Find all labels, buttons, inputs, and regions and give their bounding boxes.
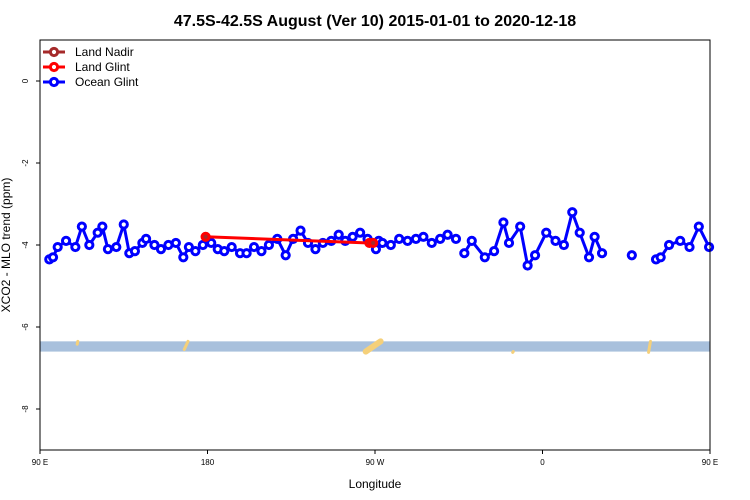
data-point-ocean-glint [155, 244, 167, 255]
data-point-ocean-glint [426, 237, 437, 249]
data-point-ocean-glint [522, 260, 533, 271]
data-point-ocean-glint [140, 233, 152, 244]
data-point-ocean-glint [479, 252, 490, 263]
data-point-ocean-glint [241, 248, 252, 259]
x-tick-label: 90 E [32, 458, 48, 467]
data-point-ocean-glint [248, 241, 260, 253]
data-point-ocean-glint [626, 250, 637, 261]
legend-label: Ocean Glint [75, 75, 139, 89]
data-point-ocean-glint [219, 246, 230, 257]
x-tick-label: 0 [540, 458, 545, 467]
y-tick-label: -4 [21, 241, 30, 249]
data-point-ocean-glint [442, 229, 453, 240]
data-point-ocean-glint [663, 239, 675, 251]
map-strip-land [511, 350, 515, 354]
map-strip-land [362, 338, 384, 355]
data-point-land-glint [200, 231, 211, 242]
data-point-ocean-glint [529, 250, 541, 261]
map-strip-land [647, 339, 652, 354]
series-line-ocean-glint [48, 223, 457, 261]
data-point-ocean-glint [197, 239, 208, 251]
data-point-ocean-glint [503, 237, 515, 249]
y-tick-label: 0 [21, 78, 30, 83]
map-strip-land [75, 339, 80, 346]
data-point-ocean-glint [693, 221, 704, 232]
data-point-ocean-glint [129, 246, 141, 257]
data-point-ocean-glint [84, 239, 95, 251]
legend-swatch-marker [48, 61, 60, 73]
data-point-ocean-glint [596, 248, 608, 259]
x-tick-label: 90 W [366, 458, 385, 467]
data-point-ocean-glint [515, 221, 526, 232]
x-tick-label: 180 [201, 458, 215, 467]
x-axis-label: Longitude [349, 477, 402, 491]
y-axis-label: XCO2 - MLO trend (ppm) [0, 178, 13, 313]
data-point-ocean-glint [394, 233, 405, 244]
data-point-ocean-glint [190, 246, 201, 257]
data-point-ocean-glint [47, 252, 59, 263]
data-point-ocean-glint [418, 231, 429, 242]
data-point-ocean-glint [385, 239, 396, 251]
data-point-ocean-glint [558, 239, 570, 251]
y-tick-label: -6 [21, 323, 30, 331]
data-point-ocean-glint [684, 241, 695, 253]
map-strip [40, 338, 710, 355]
x-tick-label: 90 E [702, 458, 718, 467]
data-point-ocean-glint [355, 227, 366, 238]
data-point-ocean-glint [435, 233, 446, 244]
data-point-ocean-glint [263, 239, 275, 251]
chart-title: 47.5S-42.5S August (Ver 10) 2015-01-01 t… [174, 13, 576, 30]
data-point-ocean-glint [256, 246, 267, 257]
data-point-ocean-glint [655, 252, 666, 263]
legend-label: Land Glint [75, 60, 130, 74]
data-point-ocean-glint [60, 235, 72, 246]
data-point-ocean-glint [567, 207, 578, 218]
legend-swatch-marker [48, 46, 60, 58]
data-point-ocean-glint [280, 250, 291, 261]
data-point-ocean-glint [170, 237, 181, 249]
data-point-ocean-glint [92, 227, 103, 238]
data-point-ocean-glint [498, 217, 509, 228]
data-point-ocean-glint [178, 252, 189, 263]
data-point-ocean-glint [76, 221, 87, 232]
data-point-ocean-glint [295, 225, 306, 236]
series-layer [44, 207, 715, 271]
y-ticks: 0 -2 -4 -6 -8 [21, 78, 40, 413]
legend-swatch-marker [48, 76, 60, 88]
data-point-ocean-glint [459, 248, 470, 259]
data-point-ocean-glint [347, 231, 358, 242]
data-point-ocean-glint [583, 252, 595, 263]
data-point-ocean-glint [703, 241, 715, 253]
data-point-ocean-glint [310, 244, 321, 255]
data-point-ocean-glint [377, 237, 388, 249]
data-point-ocean-glint [226, 241, 237, 253]
data-point-ocean-glint [97, 221, 108, 232]
data-point-ocean-glint [675, 235, 686, 246]
data-point-ocean-glint [52, 241, 63, 253]
data-point-ocean-glint [466, 235, 477, 246]
data-point-ocean-glint [574, 227, 585, 238]
data-point-ocean-glint [118, 219, 129, 230]
data-point-ocean-glint [589, 231, 600, 242]
plot-frame [39, 39, 711, 451]
data-point-ocean-glint [111, 241, 122, 253]
data-point-ocean-glint [450, 233, 462, 244]
data-point-ocean-glint [489, 246, 500, 257]
data-point-ocean-glint [333, 229, 344, 240]
data-point-ocean-glint [541, 227, 552, 238]
y-tick-label: -2 [21, 159, 30, 167]
data-point-ocean-glint [206, 237, 217, 249]
data-point-ocean-glint [102, 244, 114, 255]
data-point-land-glint [368, 237, 379, 249]
data-point-ocean-glint [70, 241, 81, 253]
legend-label: Land Nadir [75, 45, 134, 59]
x-ticks: 90 E 180 90 W 0 90 E [32, 450, 718, 467]
data-point-ocean-glint [550, 235, 561, 246]
map-strip-land [182, 339, 190, 352]
y-tick-label: -8 [21, 405, 30, 413]
data-point-ocean-glint [402, 235, 413, 246]
